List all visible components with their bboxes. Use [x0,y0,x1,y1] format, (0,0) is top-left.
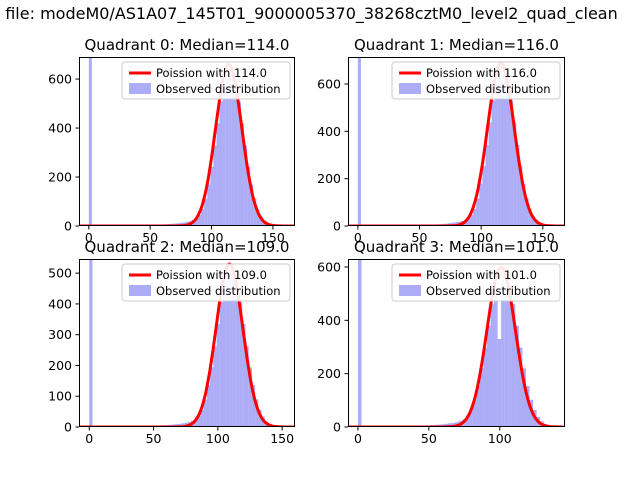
y-tick-label: 400 [317,124,341,139]
legend-label-poisson: Poission with 116.0 [426,66,537,80]
x-tick-label: 0 [354,431,362,446]
legend-hist-swatch [129,285,151,296]
zero-spike-bar [357,259,362,427]
legend-box [391,263,561,302]
x-tick-label: 100 [206,431,230,446]
legend-box [391,61,561,100]
legend-label-poisson: Poission with 109.0 [156,268,267,282]
axes-frame [79,259,295,427]
y-tick-label: 300 [48,327,72,342]
figure-title: n file: modeM0/AS1A07_145T01_9000005370_… [0,4,618,23]
y-tick-label: 400 [48,296,72,311]
legend-hist-swatch [399,285,421,296]
y-tick-label: 600 [48,72,72,87]
x-tick-label: 100 [488,431,512,446]
y-tick-label: 0 [64,219,72,234]
y-tick-label: 0 [333,219,341,234]
subplot-title: Quadrant 2: Median=109.0 [85,238,290,256]
x-tick-label: 0 [354,230,362,245]
legend-hist-swatch [129,83,151,94]
y-tick-label: 200 [48,170,72,185]
y-tick-label: 100 [48,389,72,404]
legend-label-poisson: Poission with 114.0 [156,66,267,80]
legend: Poission with 116.0 Observed distribution [391,61,561,100]
y-tick-label: 200 [317,171,341,186]
legend-box [121,61,291,100]
x-tick-label: 50 [412,230,428,245]
quadrant-1-plot: 0 50 100 150 0 200 400 600 Quadrant 1: Median=11… [317,36,565,245]
legend: Poission with 109.0 Observed distribution [121,263,291,302]
x-tick-label: 50 [421,431,437,446]
legend-label-observed: Observed distribution [426,284,551,298]
tick-labels: 0 50 100 150 0 200 400 600 [48,72,285,245]
y-tick-label: 500 [48,266,72,281]
y-tick-label: 0 [64,420,72,435]
axes-frame [348,57,565,226]
tick-labels: 0 50 100 150 0 200 400 600 [317,76,555,245]
x-tick-label: 100 [469,230,493,245]
y-tick-label: 200 [48,358,72,373]
zero-spike-bar [357,57,361,226]
subplot-title: Quadrant 0: Median=114.0 [85,36,290,54]
x-tick-label: 0 [85,230,93,245]
tick-labels: 0 50 100 0 200 400 600 [317,260,512,447]
legend-label-observed: Observed distribution [156,284,281,298]
legend-label-observed: Observed distribution [156,82,281,96]
y-tick-label: 600 [317,76,341,91]
legend-hist-swatch [399,83,421,94]
x-tick-label: 150 [270,431,294,446]
histogram-bars [89,259,281,427]
x-tick-label: 100 [200,230,224,245]
y-tick-label: 600 [317,260,341,275]
zero-spike-bar [89,259,93,427]
x-tick-label: 150 [531,230,555,245]
x-tick-label: 50 [142,230,158,245]
quadrant-3-plot: 0 50 100 0 200 400 600 Quadrant 3: Median=101.0… [317,238,565,447]
histogram-bars [357,57,551,226]
x-tick-label: 150 [261,230,285,245]
legend: Poission with 114.0 Observed distribution [121,61,291,100]
quadrant-0-plot: 0 50 100 150 0 200 400 600 Quadrant 0: Median=11… [48,36,295,245]
legend-box [121,263,291,302]
axes-frame [348,259,565,427]
y-tick-label: 400 [317,313,341,328]
subplot-title: Quadrant 3: Median=101.0 [354,238,559,256]
y-tick-label: 0 [333,420,341,435]
y-tick-label: 400 [48,121,72,136]
legend-label-poisson: Poission with 101.0 [426,268,537,282]
y-tick-label: 200 [317,366,341,381]
tick-labels: 0 50 100 150 0 100 200 300 400 500 [48,266,294,446]
quadrant-2-plot: 0 50 100 150 0 100 200 300 400 500 Quadrant 2: Med… [48,238,295,446]
x-tick-label: 50 [146,431,162,446]
legend: Poission with 101.0 Observed distribution [391,263,561,302]
axes-frame [79,57,295,226]
legend-label-observed: Observed distribution [426,82,551,96]
zero-spike-bar [88,57,92,226]
x-tick-label: 0 [85,431,93,446]
subplot-title: Quadrant 1: Median=116.0 [354,36,559,54]
